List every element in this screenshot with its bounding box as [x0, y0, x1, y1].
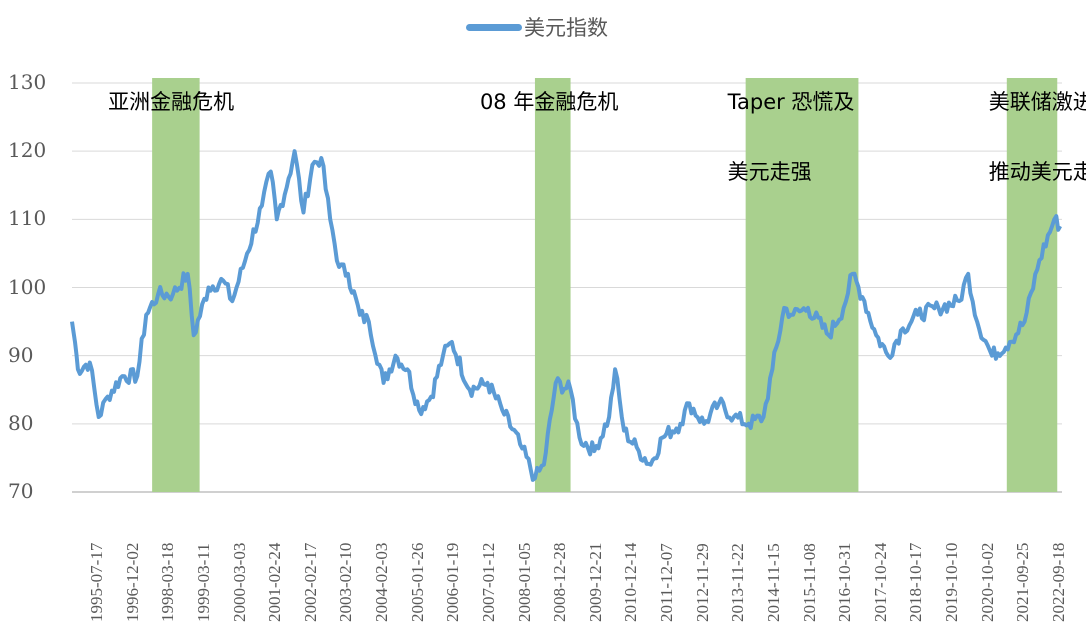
- x-tick-label: 1999-03-11: [193, 543, 213, 622]
- y-tick-label: 70: [8, 479, 34, 503]
- shaded-period: [152, 78, 200, 492]
- shaded-period: [534, 78, 571, 492]
- y-tick-label: 90: [8, 342, 34, 367]
- x-tick-label: 2005-01-26: [407, 542, 427, 622]
- x-tick-label: 2016-10-31: [835, 542, 855, 622]
- legend-swatch: [466, 23, 522, 31]
- x-tick-label: 2009-12-21: [585, 542, 605, 622]
- x-tick-label: 2000-03-03: [229, 542, 249, 622]
- x-tick-label: 2015-11-08: [799, 543, 819, 622]
- y-tick-label: 130: [8, 70, 47, 94]
- x-tick-label: 2010-12-14: [621, 542, 641, 622]
- shaded-period: [745, 78, 859, 492]
- x-tick-label: 1998-03-18: [158, 542, 178, 622]
- period-annotation: 美联储激进收紧: [988, 90, 1086, 114]
- x-tick-label: 2002-02-17: [300, 542, 320, 622]
- y-tick-label: 80: [8, 410, 34, 435]
- x-tick-label: 2018-10-17: [906, 542, 926, 622]
- x-tick-label: 2007-01-12: [478, 542, 498, 622]
- x-tick-label: 2014-11-15: [763, 543, 783, 622]
- x-tick-label: 2011-12-07: [657, 543, 677, 622]
- x-tick-label: 2012-11-29: [692, 543, 712, 622]
- x-tick-label: 2020-10-02: [977, 542, 997, 622]
- y-tick-label: 120: [8, 138, 47, 163]
- x-tick-label: 2008-01-05: [514, 542, 534, 622]
- legend: 美元指数: [466, 12, 608, 42]
- legend-label: 美元指数: [524, 16, 608, 40]
- x-tick-label: 1996-12-02: [122, 542, 142, 622]
- period-annotation: 推动美元走强: [988, 160, 1086, 184]
- x-tick-label: 2001-02-24: [265, 542, 285, 622]
- period-annotation: 美元走强: [727, 160, 812, 184]
- x-tick-label: 2013-11-22: [728, 543, 748, 622]
- x-tick-label: 2008-12-28: [550, 542, 570, 622]
- period-annotation: 08 年金融危机: [479, 90, 619, 114]
- x-tick-label: 2019-10-10: [942, 542, 962, 622]
- x-tick-label: 2006-01-19: [443, 542, 463, 622]
- x-tick-label: 2017-10-24: [870, 542, 890, 622]
- x-tick-label: 2021-09-25: [1013, 542, 1033, 622]
- series-line-usd-index: [70, 149, 1062, 482]
- x-tick-label: 2003-02-10: [336, 542, 356, 622]
- y-tick-label: 100: [8, 274, 47, 299]
- period-annotation: 亚洲金融危机: [108, 90, 235, 114]
- x-tick-label: 2004-02-03: [372, 542, 392, 622]
- x-tick-label: 2022-09-18: [1049, 542, 1068, 622]
- period-annotation: Taper 恐慌及: [727, 90, 855, 114]
- y-tick-label: 110: [8, 206, 47, 231]
- x-tick-label: 1995-07-17: [87, 542, 106, 622]
